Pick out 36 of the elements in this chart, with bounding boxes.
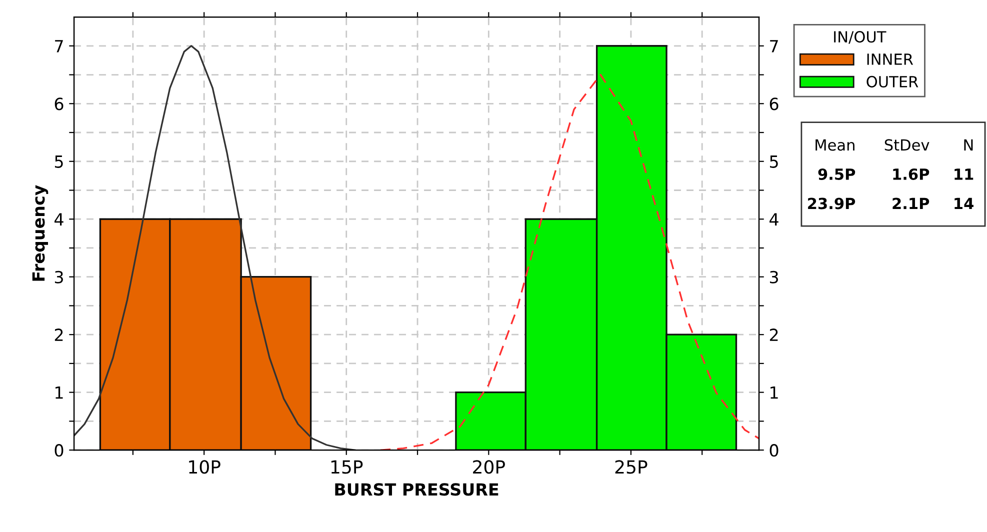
x-tick-label: 15P [331,460,363,474]
legend-title: IN/OUT [834,31,886,44]
x-axis-title: BURST PRESSURE [335,483,498,496]
line-series [74,45,356,450]
y-tick-label: 4 [54,213,64,226]
y2-tick-label: 4 [770,213,778,226]
text: 11 [954,168,974,180]
y-tick-label: 1 [56,386,63,399]
y-tick-label: 0 [54,444,64,457]
y-tick-label: 3 [54,270,63,284]
line-series [380,74,760,450]
text: 9.5P [818,168,856,180]
text: 2.1P [892,198,930,210]
x-tick-label: 25P [615,460,648,474]
text: 23.9P [808,198,856,210]
legend-label: INNER [867,54,914,65]
y2-tick-label: 2 [770,328,778,341]
y-tick-label: 7 [55,40,63,52]
text: N [964,139,973,151]
x-tick-label: 10P [189,460,220,474]
text: 14 [954,198,974,210]
y-axis-title: Frequency [32,185,48,281]
y2-tick-label: 0 [770,444,778,457]
x-tick-label: 20P [473,460,505,474]
y-tick-label: 5 [54,156,63,168]
y2-tick-label: 1 [770,386,778,399]
y-tick-label: 6 [54,98,64,110]
y2-tick-label: 3 [770,270,778,284]
text: Mean [816,139,854,151]
text: 1.6P [893,168,930,180]
y2-tick-label: 5 [770,156,778,168]
y2-tick-label: 6 [770,98,778,110]
y2-tick-label: 7 [770,40,778,52]
legend-label: OUTER [866,76,918,88]
text: StDev [884,139,930,151]
y-tick-label: 2 [54,328,63,341]
